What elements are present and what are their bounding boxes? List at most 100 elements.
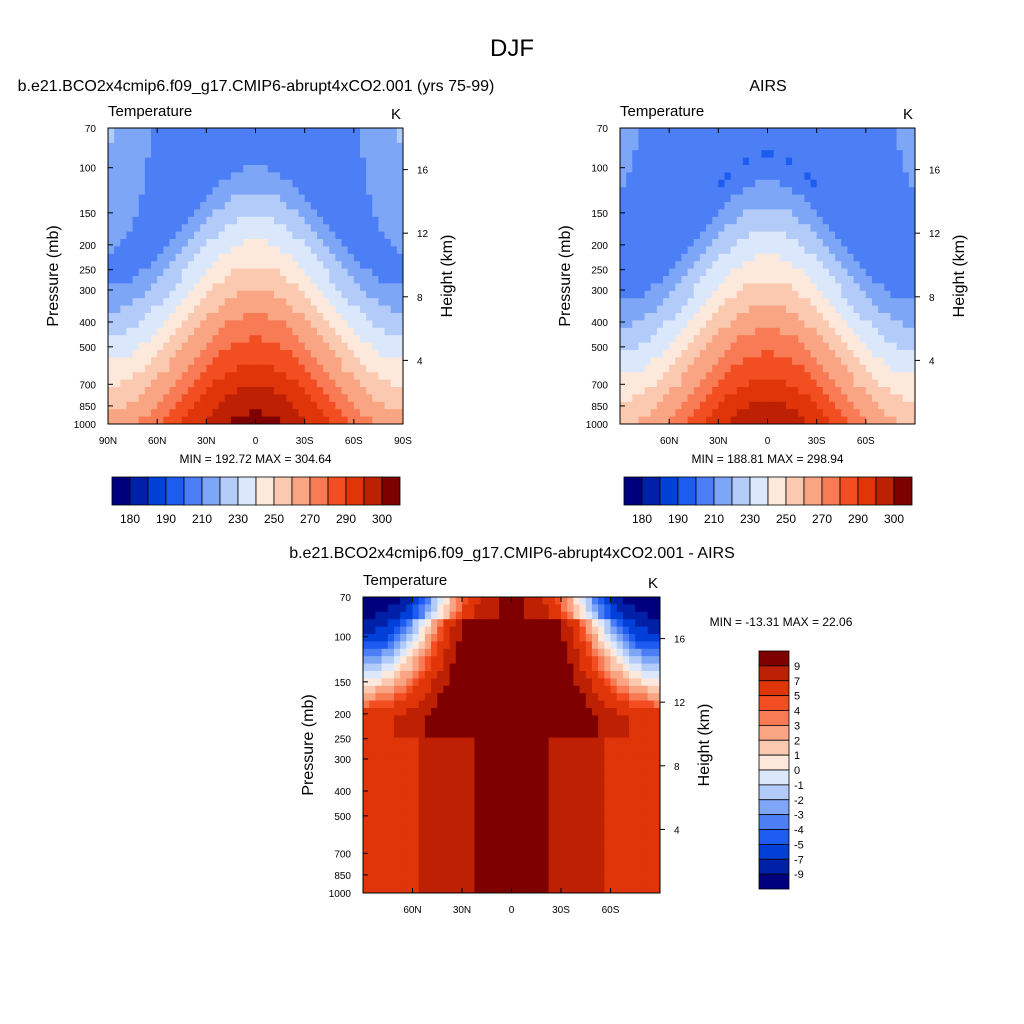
heatmap-cell (693, 157, 701, 166)
heatmap-cell (273, 342, 281, 351)
heatmap-cell (390, 387, 398, 395)
heatmap-cell (785, 327, 793, 336)
heatmap-cell (255, 276, 263, 284)
heatmap-cell (536, 671, 543, 679)
heatmap-cell (280, 298, 287, 306)
heatmap-cell (644, 320, 652, 329)
heatmap-cell (896, 379, 904, 388)
heatmap-cell (890, 128, 897, 136)
heatmap-cell (779, 268, 787, 277)
heatmap-cell (573, 722, 580, 731)
heatmap-cell (890, 157, 897, 166)
heatmap-cell (663, 261, 670, 269)
heatmap-cell (381, 715, 389, 724)
heatmap-cell (335, 194, 342, 203)
heatmap-cell (610, 619, 618, 627)
heatmap-cell (712, 342, 719, 351)
heatmap-cell (437, 671, 444, 679)
heatmap-cell (712, 231, 719, 240)
heatmap-cell (859, 276, 867, 284)
heatmap-cell (144, 401, 152, 410)
heatmap-cell (181, 202, 189, 210)
heatmap-cell (323, 142, 330, 151)
heatmap-cell (424, 611, 432, 620)
heatmap-cell (224, 187, 232, 195)
heatmap-cell (138, 224, 146, 232)
heatmap-cell (249, 268, 256, 277)
heatmap-cell (622, 604, 630, 613)
heatmap-cell (712, 379, 719, 388)
heatmap-cell (542, 604, 550, 613)
heatmap-cell (632, 231, 639, 240)
heatmap-cell (353, 187, 361, 195)
heatmap-cell (622, 722, 630, 731)
heatmap-cell (742, 327, 750, 336)
heatmap-cell (406, 597, 413, 605)
heatmap-cell (187, 364, 195, 373)
heatmap-cell (120, 150, 127, 158)
heatmap-cell (785, 179, 793, 188)
heatmap-cell (169, 387, 177, 395)
heatmap-cell (224, 335, 232, 343)
heatmap-cell (847, 283, 854, 292)
heatmap-cell (798, 401, 805, 410)
heatmap-cell (871, 409, 879, 417)
heatmap-cell (194, 305, 201, 314)
heatmap-cell (390, 268, 398, 277)
heatmap-cell (390, 320, 398, 329)
heatmap-cell (431, 648, 438, 657)
heatmap-cell (779, 142, 787, 151)
heatmap-cell (884, 290, 891, 299)
heatmap-cell (853, 224, 861, 232)
heatmap-cell (681, 224, 689, 232)
heatmap-cell (292, 239, 299, 247)
heatmap-cell (859, 216, 867, 225)
heatmap-cell (224, 372, 232, 380)
heatmap-cell (632, 172, 639, 181)
heatmap-cell (675, 231, 682, 240)
heatmap-cell (635, 737, 642, 746)
heatmap-cell (730, 290, 738, 299)
heatmap-cell (267, 194, 275, 203)
heatmap-cell (120, 350, 127, 358)
heatmap-cell (261, 224, 269, 232)
heatmap-cell (390, 283, 398, 292)
heatmap-cell (341, 335, 349, 343)
heatmap-cell (908, 165, 916, 173)
heatmap-cell (206, 165, 213, 173)
heatmap-cell (206, 246, 213, 255)
heatmap-cell (462, 693, 469, 701)
heatmap-cell (218, 239, 226, 247)
heatmap-cell (366, 194, 373, 203)
heatmap-cell (650, 313, 658, 321)
heatmap-cell (841, 239, 848, 247)
heatmap-cell (653, 715, 661, 724)
heatmap-cell (511, 715, 519, 724)
heatmap-cell (120, 313, 127, 321)
heatmap-cell (896, 394, 904, 403)
heatmap-cell (567, 730, 574, 738)
heatmap-cell (114, 342, 121, 351)
x-tick-label: 0 (765, 436, 771, 447)
heatmap-cell (243, 335, 250, 343)
heatmap-cell (108, 172, 115, 181)
heatmap-cell (474, 604, 481, 613)
heatmap-cell (712, 209, 719, 218)
heatmap-cell (585, 619, 593, 627)
heatmap-cell (194, 342, 201, 351)
heatmap-cell (206, 172, 213, 181)
heatmap-cell (890, 409, 897, 417)
heatmap-cell (249, 290, 256, 299)
heatmap-cell (804, 394, 811, 403)
heatmap-cell (878, 357, 885, 366)
heatmap-cell (505, 678, 512, 687)
heatmap-cell (871, 276, 879, 284)
heatmap-cell (644, 379, 652, 388)
heatmap-cell (718, 305, 725, 314)
heatmap-cell (212, 379, 220, 388)
heatmap-cell (298, 313, 306, 321)
heatmap-cell (884, 216, 891, 225)
heatmap-cell (298, 239, 306, 247)
heatmap-cell (341, 298, 349, 306)
heatmap-cell (212, 253, 220, 262)
